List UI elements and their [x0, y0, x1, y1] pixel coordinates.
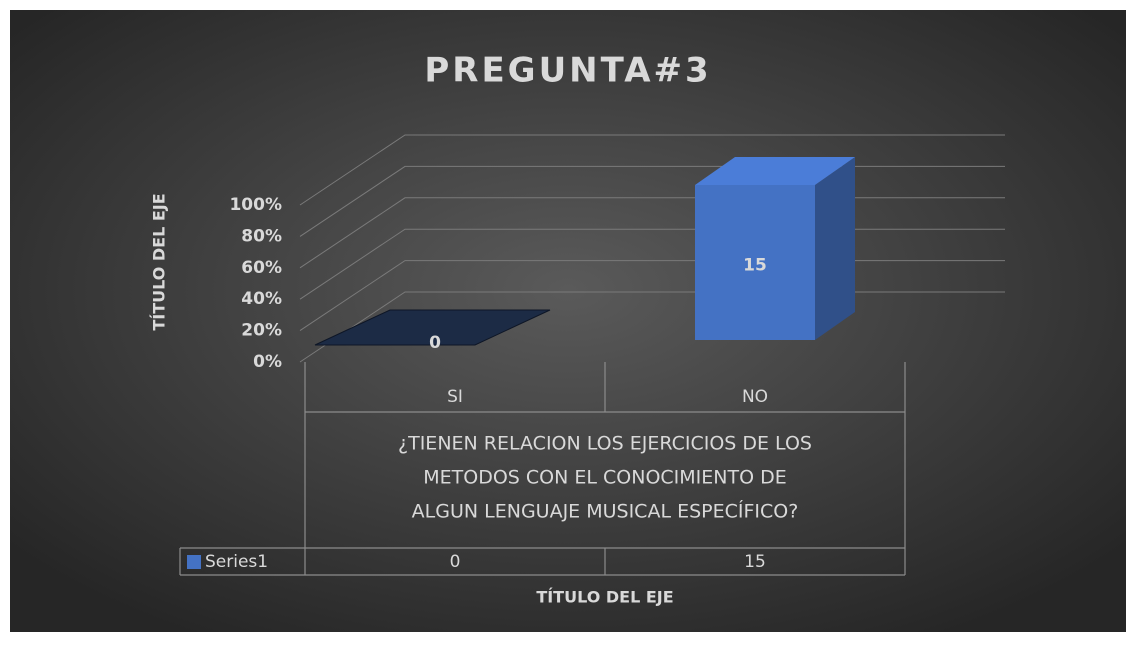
y-tick-label: 20% — [241, 321, 282, 341]
chart-background — [10, 10, 1126, 632]
y-tick-label: 60% — [241, 258, 282, 278]
data-label: 15 — [743, 256, 767, 276]
category-group-label: ¿TIENEN RELACION LOS EJERCICIOS DE LOS — [398, 433, 812, 455]
bar-side — [815, 157, 855, 340]
y-tick-label: 100% — [229, 195, 282, 215]
category-group-label: METODOS CON EL CONOCIMIENTO DE — [423, 467, 786, 489]
x-tick-label: SI — [447, 387, 463, 407]
data-table-lines — [179, 362, 906, 576]
y-tick-label: 40% — [241, 289, 282, 309]
x-tick-label: NO — [742, 387, 768, 407]
y-axis-title: TÍTULO DEL EJE — [150, 193, 169, 330]
bar — [314, 309, 551, 346]
legend-label: Series1 — [205, 552, 268, 572]
bar-top — [695, 157, 855, 185]
data-table-value: 0 — [450, 552, 461, 572]
bar-front — [695, 185, 815, 340]
data-label: 0 — [429, 333, 441, 353]
bar — [695, 157, 855, 340]
category-group-label: ALGUN LENGUAJE MUSICAL ESPECÍFICO? — [412, 500, 799, 523]
data-table-value: 15 — [744, 552, 766, 572]
chart-title: PREGUNTA#3 — [424, 51, 711, 91]
bar-top — [314, 309, 551, 346]
grid-line — [299, 134, 1005, 206]
y-tick-label: 80% — [241, 226, 282, 246]
x-axis-title: TÍTULO DEL EJE — [536, 588, 673, 607]
y-tick-label: 0% — [253, 352, 282, 372]
legend-swatch — [187, 555, 201, 569]
